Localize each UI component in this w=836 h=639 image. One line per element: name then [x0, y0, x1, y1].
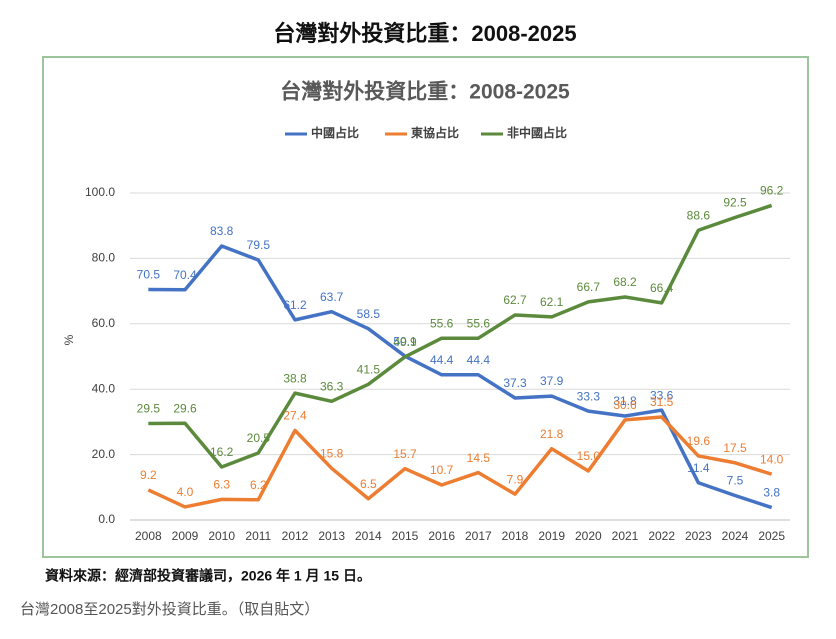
- x-tick-label: 2013: [318, 529, 345, 543]
- data-label: 4.0: [177, 485, 194, 499]
- data-label: 70.4: [173, 268, 197, 282]
- legend-label: 中國占比: [311, 125, 359, 140]
- data-label: 37.3: [503, 376, 527, 390]
- data-label: 63.7: [320, 290, 344, 304]
- x-tick-label: 2023: [685, 529, 712, 543]
- data-label: 41.5: [357, 362, 381, 376]
- x-tick-label: 2021: [612, 529, 639, 543]
- x-tick-label: 2008: [135, 529, 162, 543]
- data-label: 6.2: [250, 478, 267, 492]
- data-label: 96.2: [760, 184, 784, 198]
- data-label: 37.9: [540, 374, 564, 388]
- legend-label: 非中國占比: [507, 125, 567, 140]
- x-tick-label: 2020: [575, 529, 602, 543]
- data-label: 61.2: [283, 298, 307, 312]
- x-tick-label: 2010: [208, 529, 235, 543]
- data-label: 66.4: [650, 281, 674, 295]
- data-label: 62.7: [503, 293, 527, 307]
- data-label: 88.6: [687, 208, 711, 222]
- legend-label: 東協占比: [411, 125, 459, 140]
- data-label: 9.2: [140, 468, 157, 482]
- data-label: 15.8: [320, 447, 344, 461]
- x-tick-label: 2017: [465, 529, 492, 543]
- data-label: 14.0: [760, 452, 784, 466]
- data-label: 49.9: [393, 335, 417, 349]
- y-axis-label: %: [62, 334, 76, 345]
- data-label: 29.6: [173, 401, 197, 415]
- y-tick-label: 40.0: [92, 381, 116, 395]
- data-label: 38.8: [283, 371, 307, 385]
- x-tick-label: 2018: [502, 529, 529, 543]
- data-label: 14.5: [467, 451, 491, 465]
- x-tick-label: 2016: [428, 529, 455, 543]
- x-tick-label: 2019: [538, 529, 565, 543]
- data-label: 44.4: [430, 353, 454, 367]
- chart-title: 台灣對外投資比重：2008-2025: [280, 80, 570, 104]
- data-label: 15.0: [577, 449, 601, 463]
- series-line: [147, 415, 773, 509]
- y-tick-label: 100.0: [85, 185, 115, 199]
- data-label: 31.8: [613, 394, 637, 408]
- y-tick-label: 80.0: [92, 251, 116, 265]
- page-title: 台灣對外投資比重：2008-2025: [273, 21, 576, 46]
- x-tick-label: 2022: [648, 529, 675, 543]
- chart-frame: [42, 56, 809, 558]
- data-label: 20.5: [247, 431, 271, 445]
- x-tick-label: 2024: [722, 529, 749, 543]
- data-label: 7.5: [727, 474, 744, 488]
- source-note: 資料來源：經濟部投資審議司，2026 年 1 月 15 日。: [45, 568, 371, 584]
- data-label: 27.4: [283, 409, 307, 423]
- data-label: 33.3: [577, 389, 601, 403]
- data-label: 70.5: [137, 268, 161, 282]
- data-label: 66.7: [577, 280, 601, 294]
- data-label: 62.1: [540, 295, 564, 309]
- data-label: 11.4: [687, 461, 710, 475]
- x-tick-label: 2012: [282, 529, 309, 543]
- x-tick-label: 2011: [245, 529, 271, 543]
- data-label: 21.8: [540, 427, 564, 441]
- data-label: 31.5: [650, 395, 674, 409]
- x-tick-label: 2009: [172, 529, 199, 543]
- data-label: 50.1: [393, 334, 417, 348]
- x-tick-label: 2025: [758, 529, 785, 543]
- data-label: 55.6: [467, 316, 491, 330]
- data-label: 6.5: [360, 477, 377, 491]
- data-label: 17.5: [723, 441, 747, 455]
- data-label: 15.7: [393, 447, 417, 461]
- y-tick-label: 0.0: [98, 512, 115, 526]
- data-label: 36.3: [320, 379, 344, 393]
- data-label: 58.5: [357, 307, 381, 321]
- x-tick-label: 2015: [392, 529, 419, 543]
- data-label: 83.8: [210, 224, 234, 238]
- data-label: 44.4: [467, 353, 491, 367]
- data-label: 79.5: [247, 238, 271, 252]
- series-line: [148, 203, 773, 469]
- data-label: 68.2: [613, 275, 637, 289]
- data-label: 3.8: [763, 486, 780, 500]
- x-tick-label: 2014: [355, 529, 382, 543]
- data-label: 16.2: [210, 445, 234, 459]
- data-label: 6.3: [213, 478, 230, 492]
- y-tick-label: 60.0: [92, 316, 116, 330]
- data-label: 19.6: [687, 434, 711, 448]
- data-label: 33.6: [650, 388, 674, 402]
- caption: 台灣2008至2025對外投資比重。（取自貼文）: [20, 601, 319, 618]
- data-label: 7.9: [507, 472, 524, 486]
- data-label: 30.6: [613, 398, 637, 412]
- data-label: 92.5: [723, 196, 747, 210]
- y-tick-label: 20.0: [92, 447, 116, 461]
- data-label: 55.6: [430, 316, 454, 330]
- data-label: 29.5: [137, 402, 161, 416]
- data-label: 10.7: [430, 463, 454, 477]
